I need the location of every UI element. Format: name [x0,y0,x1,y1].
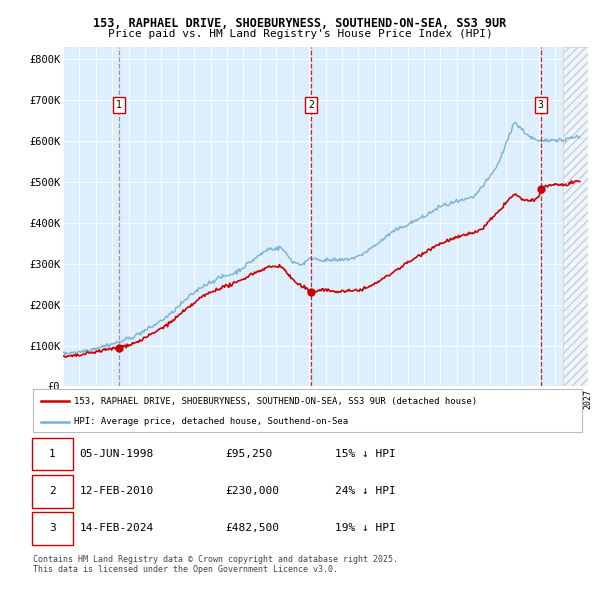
Text: 2: 2 [49,486,56,496]
FancyBboxPatch shape [32,475,73,507]
Text: HPI: Average price, detached house, Southend-on-Sea: HPI: Average price, detached house, Sout… [74,417,348,426]
Text: 14-FEB-2024: 14-FEB-2024 [80,523,154,533]
Text: 3: 3 [538,100,544,110]
Bar [563,47,596,386]
FancyBboxPatch shape [32,438,73,470]
Text: This data is licensed under the Open Government Licence v3.0.: This data is licensed under the Open Gov… [33,565,338,574]
Text: 24% ↓ HPI: 24% ↓ HPI [335,486,396,496]
Text: 19% ↓ HPI: 19% ↓ HPI [335,523,396,533]
Text: 2: 2 [308,100,314,110]
Text: Price paid vs. HM Land Registry's House Price Index (HPI): Price paid vs. HM Land Registry's House … [107,29,493,38]
Text: £482,500: £482,500 [225,523,279,533]
Text: £95,250: £95,250 [225,449,272,459]
Text: 12-FEB-2010: 12-FEB-2010 [80,486,154,496]
FancyBboxPatch shape [32,512,73,545]
Text: 153, RAPHAEL DRIVE, SHOEBURYNESS, SOUTHEND-ON-SEA, SS3 9UR (detached house): 153, RAPHAEL DRIVE, SHOEBURYNESS, SOUTHE… [74,397,478,406]
Text: 1: 1 [116,100,122,110]
Text: 153, RAPHAEL DRIVE, SHOEBURYNESS, SOUTHEND-ON-SEA, SS3 9UR: 153, RAPHAEL DRIVE, SHOEBURYNESS, SOUTHE… [94,17,506,30]
Text: Contains HM Land Registry data © Crown copyright and database right 2025.: Contains HM Land Registry data © Crown c… [33,555,398,563]
Text: 15% ↓ HPI: 15% ↓ HPI [335,449,396,459]
Text: 3: 3 [49,523,56,533]
Text: £230,000: £230,000 [225,486,279,496]
FancyBboxPatch shape [33,389,582,432]
Text: 05-JUN-1998: 05-JUN-1998 [80,449,154,459]
Bar [563,47,596,386]
Text: 1: 1 [49,449,56,459]
